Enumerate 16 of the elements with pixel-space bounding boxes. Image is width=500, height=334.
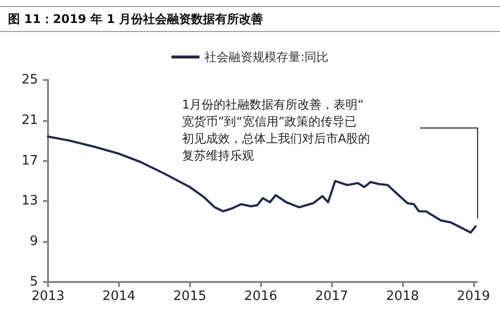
chart-title: 图 11：2019 年 1 月份社会融资数据有所改善 [0, 6, 500, 32]
y-tick-label: 9 [30, 234, 38, 250]
annotation: 1月份的社融数据有所改善，表明“宽货币”到“宽信用”政策的传导已初见成效，总体上我们对后市A股的复苏维持乐观 [182, 98, 370, 162]
x-tick-label: 2015 [173, 289, 206, 304]
y-tick-label: 25 [21, 72, 38, 88]
x-tick-label: 2018 [386, 289, 420, 304]
y-tick-label: 13 [21, 194, 38, 209]
x-tick-label: 2017 [315, 289, 348, 304]
y-tick-label: 17 [21, 153, 38, 168]
x-tick-label: 2014 [102, 289, 136, 304]
y-tick-label: 5 [30, 274, 38, 290]
x-tick-label: 2016 [244, 289, 278, 304]
legend-label: 社会融资规模存量:同比 [204, 50, 329, 64]
x-tick-label: 2013 [31, 289, 65, 304]
x-tick-label: 2019 [456, 289, 490, 304]
y-tick-label: 21 [21, 112, 38, 128]
